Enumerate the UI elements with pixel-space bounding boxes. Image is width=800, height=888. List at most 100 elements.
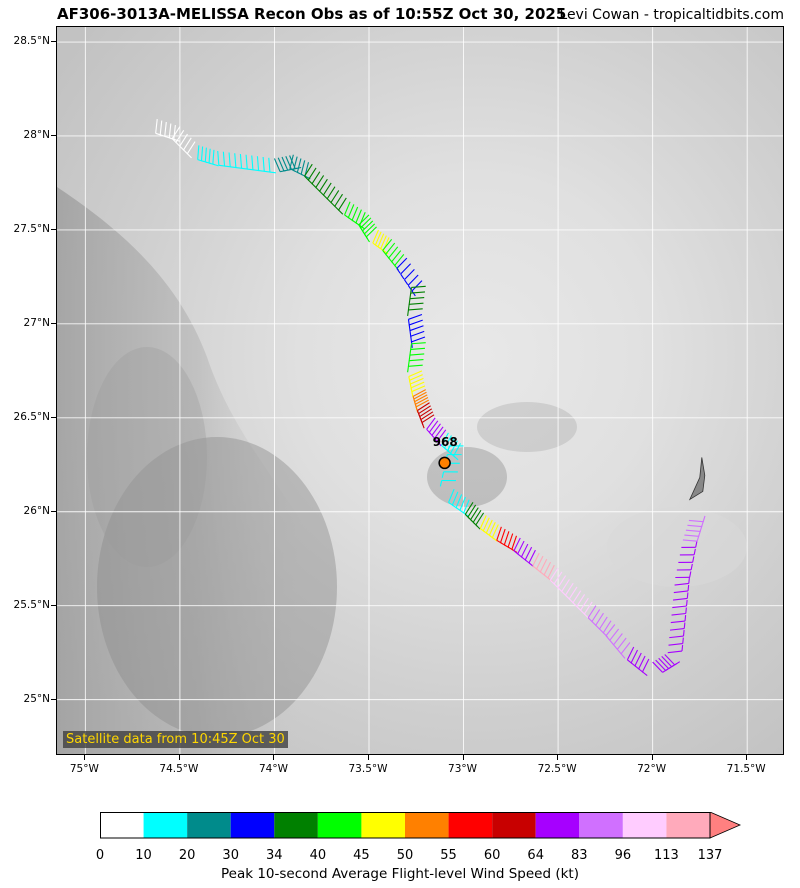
wind-barb [245, 154, 254, 171]
wind-barb [217, 150, 225, 167]
x-tick-mark [557, 755, 559, 760]
wind-barb [268, 157, 276, 174]
wind-barb [668, 637, 684, 646]
wind-barb [475, 512, 485, 530]
x-tick-mark [368, 755, 369, 760]
wind-barb [239, 153, 248, 170]
colorbar-label: 83 [571, 848, 588, 863]
colorbar-label: 60 [483, 848, 501, 863]
wind-barb [675, 571, 692, 579]
y-tick-label: 25°N [23, 692, 50, 705]
wind-barb [609, 628, 620, 646]
wind-barb [407, 302, 424, 311]
colorbar-label: 64 [527, 848, 544, 863]
wind-barb [365, 226, 377, 243]
wind-barb [408, 319, 423, 331]
x-tick-label: 73.5°W [348, 763, 388, 775]
wind-barb [672, 592, 689, 601]
wind-barb [338, 197, 347, 215]
x-tick-mark [651, 755, 653, 760]
y-tick-mark [51, 698, 56, 700]
wind-barb [409, 347, 426, 356]
wind-barb [410, 342, 426, 350]
wind-barb [407, 364, 423, 373]
wind-barb [620, 642, 631, 659]
y-tick-label: 26°N [23, 504, 50, 517]
wind-barb [410, 330, 425, 343]
wind-barb [669, 630, 685, 639]
wind-barb [410, 336, 426, 348]
colorbar-segment [100, 812, 144, 838]
center-pressure-label: 968 [432, 434, 458, 449]
y-tick-mark [51, 416, 56, 418]
wind-barb [436, 429, 447, 447]
colorbar-label: 40 [309, 848, 327, 863]
wind-barb [407, 308, 423, 316]
wind-barb [616, 637, 627, 655]
colorbar [100, 812, 742, 839]
wind-barb [407, 359, 424, 367]
wind-barb [403, 268, 415, 285]
wind-barb [407, 313, 423, 326]
colorbar-segment [317, 812, 362, 838]
wind-barb [421, 414, 435, 429]
aircraft-icon [688, 457, 706, 501]
wind-barb [667, 645, 684, 654]
colorbar-label: 55 [440, 848, 457, 863]
y-tick-label: 27.5°N [13, 222, 50, 235]
y-tick-mark [51, 41, 56, 43]
x-tick-mark [84, 755, 86, 760]
colorbar-label: 45 [353, 848, 370, 863]
wind-barb [256, 156, 265, 172]
lat-lon-grid [57, 27, 783, 754]
wind-barb [669, 622, 686, 631]
colorbar-label: 30 [222, 848, 239, 863]
satellite-timestamp: Satellite data from 10:45Z Oct 30 [63, 731, 288, 748]
colorbar-title: Peak 10-second Average Flight-level Wind… [221, 866, 579, 882]
wind-barb [491, 524, 499, 542]
map-panel[interactable]: 968 Satellite data from 10:45Z Oct 30 [56, 26, 784, 755]
wind-barb [409, 291, 426, 300]
colorbar-segment [143, 812, 188, 838]
colorbar-segment [579, 812, 623, 838]
wind-barb [674, 577, 690, 586]
dry-air-region [57, 187, 406, 754]
center-dot [438, 456, 451, 470]
colorbar-label: 10 [135, 848, 152, 863]
x-tick-label: 75°W [69, 763, 99, 775]
x-tick-label: 74.5°W [159, 763, 199, 775]
colorbar-label: 113 [654, 848, 679, 863]
colorbar-label: 137 [697, 848, 723, 863]
x-tick-mark [746, 755, 748, 760]
wind-barb [186, 141, 196, 159]
colorbar-segment [622, 812, 667, 838]
colorbar-segment [230, 812, 275, 838]
wind-barb [679, 548, 696, 556]
colorbar-label: 20 [178, 848, 196, 863]
wind-barb [234, 153, 242, 169]
colorbar-label: 0 [95, 848, 105, 863]
colorbar-segment [535, 812, 580, 838]
wind-barb [676, 563, 693, 571]
wind-barb [222, 151, 231, 168]
wind-barb [670, 614, 687, 624]
satellite-map [57, 27, 783, 754]
wind-barb [441, 471, 458, 478]
storm-center-marker [438, 456, 451, 470]
wind-barb [251, 155, 259, 172]
x-tick-label: 71.5°W [726, 763, 766, 775]
wind-barb [605, 624, 616, 641]
wind-barb [673, 584, 690, 594]
x-tick-label: 72°W [637, 763, 667, 775]
y-tick-mark [51, 228, 56, 230]
wind-barb [439, 479, 456, 487]
wind-barb [613, 633, 623, 650]
y-tick-mark [51, 604, 56, 606]
eye-region [427, 447, 507, 507]
x-tick-mark [273, 755, 275, 760]
wind-barb [671, 607, 687, 616]
colorbar-segment [187, 812, 231, 838]
x-tick-label: 74°W [258, 763, 288, 775]
colorbar-segment [274, 812, 318, 838]
wind-barb [664, 654, 681, 666]
